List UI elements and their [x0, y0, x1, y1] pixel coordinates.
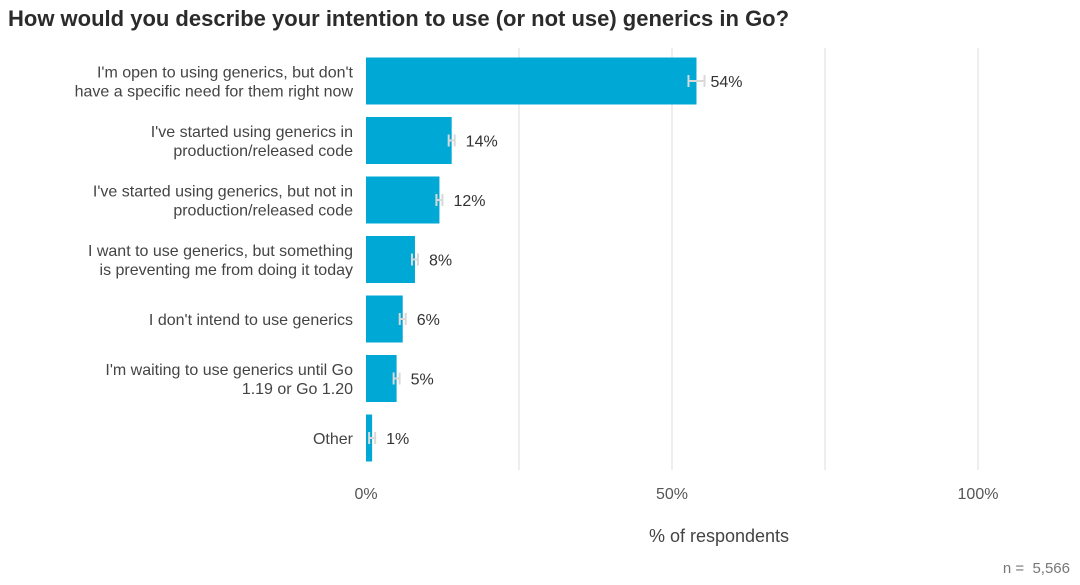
value-label: 5% — [411, 372, 434, 389]
bar — [366, 57, 697, 105]
category-label: 1.19 or Go 1.20 — [242, 381, 353, 398]
category-label: I'm open to using generics, but don't — [97, 65, 354, 82]
x-tick-label: 100% — [958, 486, 999, 503]
bar — [366, 355, 397, 402]
category-label: is preventing me from doing it today — [100, 262, 353, 279]
bar — [366, 176, 440, 224]
error-bar — [687, 75, 706, 87]
category-label: I'm waiting to use generics until Go — [105, 362, 353, 379]
bars — [366, 57, 706, 462]
category-label: I don't intend to use generics — [149, 312, 353, 329]
error-bar — [447, 134, 456, 147]
category-label: I've started using generics in — [151, 124, 353, 141]
value-label: 8% — [429, 253, 452, 270]
category-label: I want to use generics, but something — [88, 243, 353, 260]
labels: 54% I'm open to using generics, but don't… — [75, 65, 999, 547]
error-bar — [435, 194, 444, 206]
value-label: 6% — [417, 312, 440, 329]
category-label: Other — [313, 431, 354, 448]
value-label: 12% — [453, 193, 485, 210]
category-label: have a specific need for them right now — [75, 84, 354, 101]
error-bar — [392, 372, 401, 385]
category-label: production/released code — [173, 143, 353, 160]
error-bar — [398, 313, 407, 325]
gridlines — [518, 48, 979, 470]
x-tick-label: 50% — [656, 486, 688, 503]
bar — [366, 295, 403, 343]
error-bar — [368, 432, 377, 444]
x-axis-title: % of respondents — [649, 526, 789, 546]
chart-title: How would you describe your intention to… — [8, 6, 790, 31]
bar — [366, 236, 415, 283]
category-label: production/released code — [173, 203, 353, 220]
x-tick-label: 0% — [354, 486, 377, 503]
sample-size-note: n = 5,566 — [1002, 560, 1070, 577]
value-label: 14% — [466, 134, 498, 151]
value-label: 1% — [386, 431, 409, 448]
error-bar — [410, 253, 419, 266]
category-label: I've started using generics, but not in — [93, 184, 353, 201]
value-label: 54% — [710, 74, 742, 91]
bar — [366, 117, 452, 164]
